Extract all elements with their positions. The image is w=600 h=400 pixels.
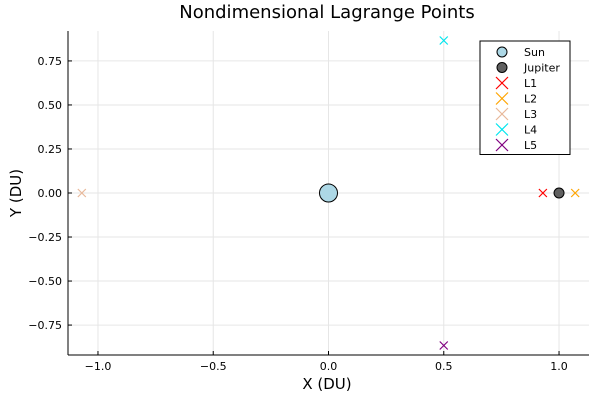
legend-marker-l5 xyxy=(495,138,509,152)
y-tick-label: −0.50 xyxy=(28,275,62,288)
legend-label-l5: L5 xyxy=(524,139,537,152)
legend-marker-l3 xyxy=(495,107,509,121)
legend-label-sun: Sun xyxy=(524,46,545,59)
axes: −1.0 −0.5 0.0 0.5 1.0 −0.75 −0.50 −0.25 0.00 0.25… xyxy=(28,31,589,373)
y-axis-title: Y (DU) xyxy=(7,169,25,218)
legend-label-l4: L4 xyxy=(524,124,537,137)
l2-point xyxy=(570,188,580,198)
legend-marker-l1 xyxy=(495,76,509,90)
legend-marker-l4 xyxy=(495,123,509,136)
legend-label-l3: L3 xyxy=(524,108,537,121)
jupiter-point xyxy=(553,187,565,199)
legend: Sun Jupiter L1 L2 L3 L4 L5 xyxy=(479,40,571,155)
legend-label-jupiter: Jupiter xyxy=(523,62,560,75)
y-tick-label: −0.25 xyxy=(28,231,62,244)
legend-marker-jupiter xyxy=(496,62,508,73)
x-tick-label: 1.0 xyxy=(550,360,568,373)
legend-marker-sun xyxy=(496,46,508,58)
x-axis-title: X (DU) xyxy=(302,375,351,393)
sun-point xyxy=(319,183,338,203)
x-tick-label: −0.5 xyxy=(200,360,227,373)
x-tick-label: 0.5 xyxy=(435,360,453,373)
y-tick-label: 0.50 xyxy=(38,99,63,112)
l3-point xyxy=(77,188,87,198)
y-tick-label: −0.75 xyxy=(28,319,62,332)
data-points xyxy=(77,36,580,350)
l4-point xyxy=(439,36,449,45)
y-tick-label: 0.75 xyxy=(38,55,63,68)
legend-label-l1: L1 xyxy=(524,77,537,90)
y-tick-label: 0.00 xyxy=(38,187,63,200)
legend-label-l2: L2 xyxy=(524,93,537,106)
l1-point xyxy=(538,188,548,198)
x-tick-label: −1.0 xyxy=(85,360,112,373)
legend-box xyxy=(479,40,571,155)
x-tick-label: 0.0 xyxy=(320,360,338,373)
l5-point xyxy=(439,341,449,350)
legend-marker-l2 xyxy=(495,92,509,105)
y-tick-label: 0.25 xyxy=(38,143,63,156)
chart-title: Nondimensional Lagrange Points xyxy=(179,2,475,23)
